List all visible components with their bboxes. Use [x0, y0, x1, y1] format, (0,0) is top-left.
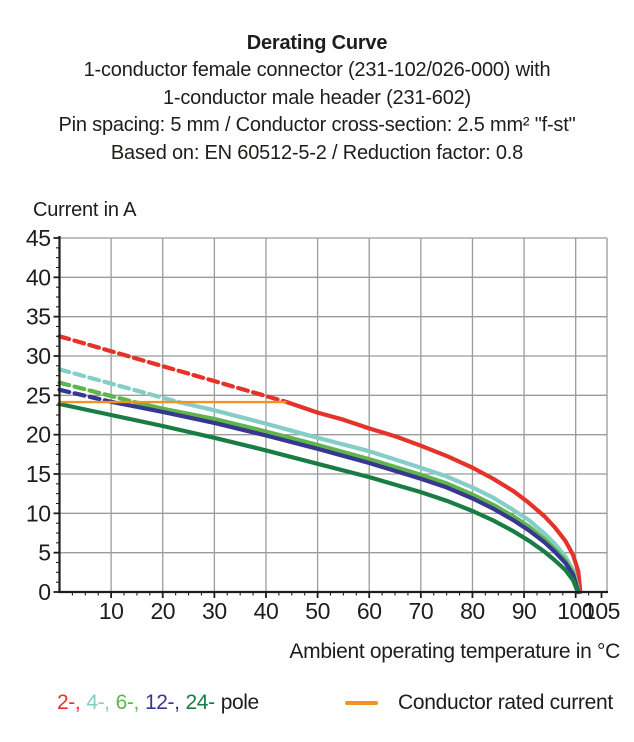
rated-current-line-swatch — [345, 701, 378, 705]
chart-subtitle-line-3: Pin spacing: 5 mm / Conductor cross-sect… — [58, 114, 576, 136]
curve-6-pole-solid — [132, 399, 581, 595]
x-tick-label: 60 — [357, 598, 382, 624]
grid-lines — [59, 237, 608, 592]
curve-6-pole-dashed — [57, 380, 137, 405]
x-tick-label: 90 — [512, 598, 537, 624]
curve-4-pole-dashed — [57, 367, 181, 405]
x-tick-label: 80 — [460, 598, 485, 624]
y-tick-label: 35 — [26, 304, 51, 330]
tick-marks — [53, 237, 603, 598]
rated-current-label: Conductor rated current — [398, 691, 613, 714]
curve-2-pole-dashed — [57, 334, 289, 405]
y-tick-label: 20 — [26, 422, 51, 448]
x-tick-label: 100 — [557, 598, 594, 624]
rated-current-legend: Conductor rated current — [345, 691, 613, 715]
legend-pole-item: 12-, — [144, 691, 180, 714]
chart-subtitle-line-4: Based on: EN 60512-5-2 / Reduction facto… — [110, 141, 524, 164]
y-tick-label: 5 — [38, 540, 50, 566]
x-tick-label: 50 — [305, 598, 330, 624]
legend-pole-suffix: pole — [220, 691, 260, 714]
y-tick-label: 15 — [26, 461, 51, 487]
legend-row: 2-, 4-, 6-, 12-, 24- pole Conductor rated cur… — [0, 691, 634, 721]
y-axis-title: Current in A — [33, 199, 137, 221]
legend-pole-item: 6-, — [115, 691, 140, 714]
curve-2-pole-solid — [284, 399, 583, 595]
y-tick-label: 30 — [26, 343, 51, 369]
curve-12-pole-solid — [110, 399, 581, 595]
chart-subtitle-line-2: 1-conductor male header (231-602) — [162, 86, 472, 109]
curve-4-pole-solid — [176, 399, 581, 595]
x-tick-label: 30 — [202, 598, 227, 624]
legend-pole-item: 4-, — [86, 691, 110, 714]
y-tick-label: 25 — [26, 382, 51, 408]
curve-12-pole-dashed — [57, 387, 115, 405]
x-tick-label: 10 — [99, 598, 124, 624]
legend-pole-item: 2-, — [57, 691, 81, 714]
chart-subtitle-line-1: 1-conductor female connector (231-102/02… — [83, 59, 551, 81]
x-tick-label: 70 — [409, 598, 434, 624]
y-tick-label: 40 — [26, 264, 51, 290]
x-tick-label: 40 — [254, 598, 279, 624]
x-tick-label: 105 — [583, 598, 620, 624]
y-tick-label: 45 — [26, 225, 51, 251]
y-tick-label: 10 — [26, 500, 51, 526]
legend-pole-item: 24- — [185, 691, 216, 714]
chart-header: Derating Curve 1-conductor female connec… — [0, 30, 634, 167]
pole-legend: 2-, 4-, 6-, 12-, 24- pole — [57, 691, 259, 715]
chart-title: Derating Curve — [246, 32, 388, 54]
derating-curves — [57, 334, 583, 595]
x-axis-title: Ambient operating temperature in °C — [289, 640, 620, 663]
curve-24-pole-solid — [57, 401, 580, 595]
x-tick-label: 20 — [150, 598, 175, 624]
y-tick-label: 0 — [38, 579, 50, 605]
